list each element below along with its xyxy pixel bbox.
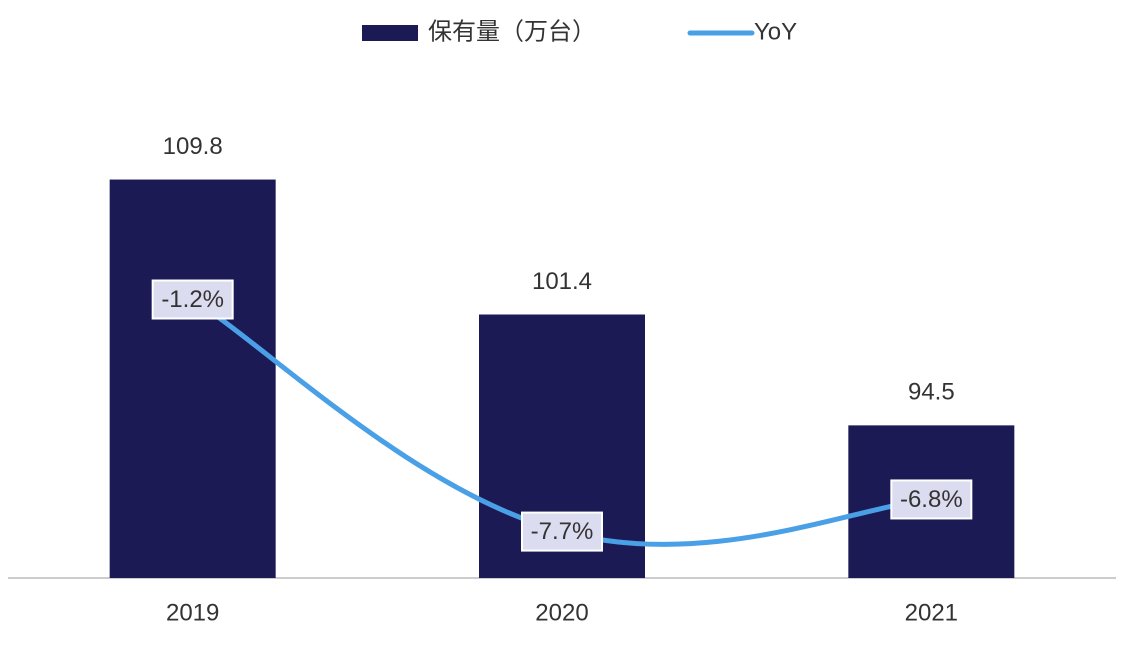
bar: [109, 179, 276, 578]
legend-swatch: [362, 25, 418, 41]
x-tick-label: 2021: [905, 599, 958, 626]
x-tick-label: 2019: [166, 599, 219, 626]
data-label: 94.5: [908, 379, 955, 406]
data-label-box: -7.7%: [521, 511, 603, 552]
label-background: [521, 511, 603, 552]
data-label: -6.8%: [900, 486, 963, 513]
data-label: 109.8: [163, 133, 223, 160]
legend-label: YoY: [754, 18, 797, 45]
label-background: [151, 279, 234, 320]
x-tick-label: 2020: [535, 599, 588, 626]
data-label: -1.2%: [161, 286, 224, 313]
data-label-box: -6.8%: [890, 479, 973, 520]
legend-label: 保有量（万台）: [428, 18, 596, 45]
data-label: -7.7%: [531, 518, 594, 545]
data-label: 101.4: [532, 268, 592, 295]
data-label-box: -1.2%: [151, 279, 234, 320]
label-background: [890, 479, 973, 520]
